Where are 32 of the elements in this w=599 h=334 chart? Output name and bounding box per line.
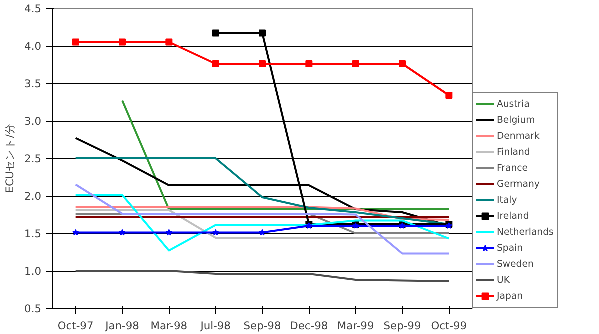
y-axis-title: ECUセント/分 <box>4 124 17 194</box>
y-tick-label: 2.0 <box>24 190 42 203</box>
y-tick-label: 3.0 <box>24 115 42 128</box>
x-tick-label: Mar-98 <box>150 320 188 332</box>
y-tick-label: 3.5 <box>24 78 42 90</box>
legend-label: Italy <box>497 194 518 208</box>
y-tick-label: 2.5 <box>24 152 42 166</box>
legend-label: Denmark <box>497 130 540 144</box>
legend-label: UK <box>497 274 511 288</box>
x-tick-label: Dec-98 <box>290 320 328 332</box>
legend-label: Germany <box>497 178 540 192</box>
x-tick-label: Sep-98 <box>244 320 282 332</box>
legend-label: Austria <box>497 98 530 112</box>
x-tick-label: Oct-97 <box>58 320 94 332</box>
legend-label: Ireland <box>497 210 530 224</box>
legend-label: Belgium <box>497 114 536 128</box>
y-tick-label: 4.5 <box>24 2 42 16</box>
legend-label: Sweden <box>497 258 534 272</box>
x-tick-label: Mar-99 <box>337 320 374 332</box>
y-tick-label: 1.0 <box>24 265 42 278</box>
legend-label: France <box>497 162 528 176</box>
legend-label: Spain <box>497 242 524 256</box>
legend-label: Finland <box>497 146 530 160</box>
y-tick-label: 0.5 <box>24 302 42 316</box>
legend-label: Japan <box>497 290 524 304</box>
y-tick-label: 1.5 <box>24 228 42 240</box>
legend-label: Netherlands <box>497 226 554 240</box>
x-tick-label: Jul-98 <box>200 320 232 332</box>
y-tick-label: 4.0 <box>24 40 42 53</box>
x-tick-label: Oct-99 <box>431 320 468 332</box>
x-tick-label: Sep-99 <box>384 320 422 332</box>
x-tick-label: Jan-98 <box>104 320 140 332</box>
